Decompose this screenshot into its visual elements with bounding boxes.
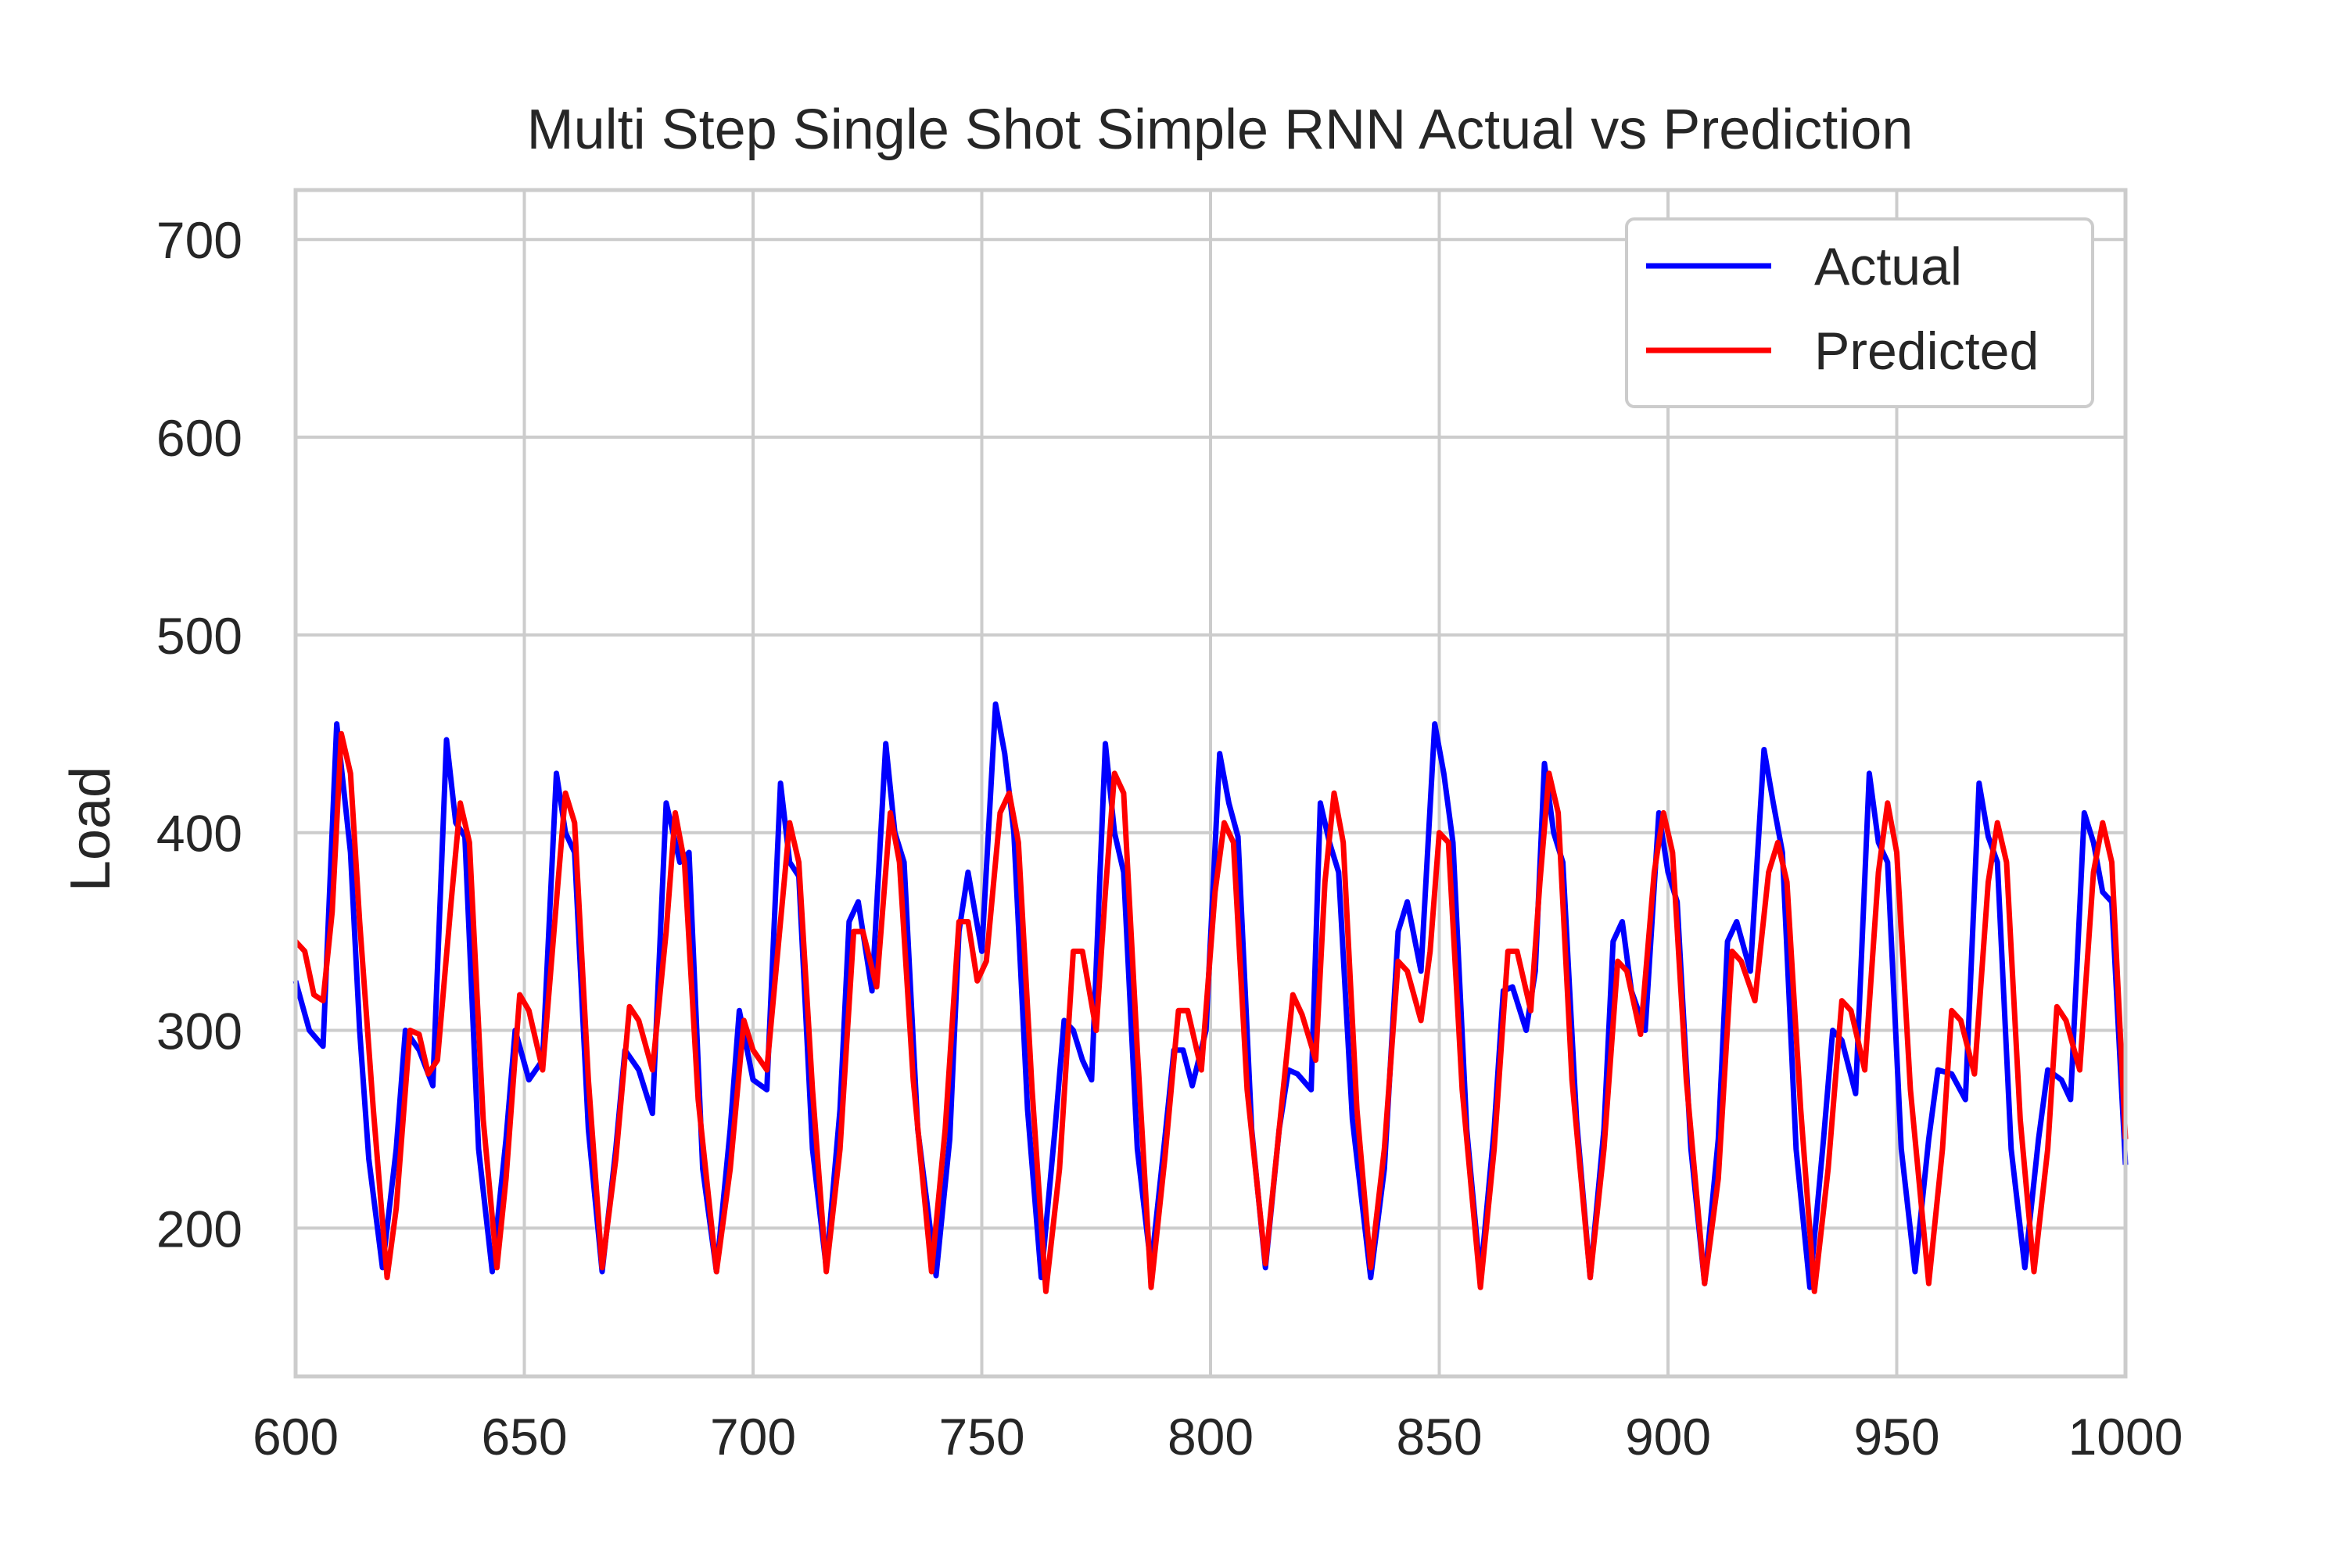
series-line-predicted: [293, 730, 2129, 1294]
y-tick-label: 600: [156, 409, 242, 467]
x-tick-label: 600: [253, 1408, 339, 1466]
tick-labels: 600 650 700 750 800 850 900 950 1000 200 300 400 500…: [156, 211, 2183, 1466]
y-tick-label: 500: [156, 607, 242, 665]
x-tick-label: 1000: [2068, 1408, 2183, 1466]
plot-frame: [293, 188, 2128, 1379]
y-axis-label: Load: [59, 766, 122, 892]
legend-label-predicted: Predicted: [1814, 321, 2039, 381]
x-tick-label: 850: [1396, 1408, 1482, 1466]
legend: Actual Predicted: [1625, 217, 2094, 408]
series-lines: [292, 701, 2129, 1294]
x-tick-label: 900: [1625, 1408, 1711, 1466]
legend-label-actual: Actual: [1814, 237, 1962, 296]
y-tick-label: 300: [156, 1003, 242, 1060]
grid: [294, 190, 2127, 1376]
x-tick-label: 750: [938, 1408, 1024, 1466]
x-tick-label: 800: [1168, 1408, 1254, 1466]
y-tick-label: 400: [156, 805, 242, 863]
x-tick-label: 650: [481, 1408, 567, 1466]
x-tick-label: 700: [710, 1408, 796, 1466]
x-tick-label: 950: [1853, 1408, 1939, 1466]
chart-title: Multi Step Single Shot Simple RNN Actual…: [527, 99, 1914, 161]
y-tick-label: 200: [156, 1200, 242, 1258]
y-tick-label: 700: [156, 211, 242, 269]
